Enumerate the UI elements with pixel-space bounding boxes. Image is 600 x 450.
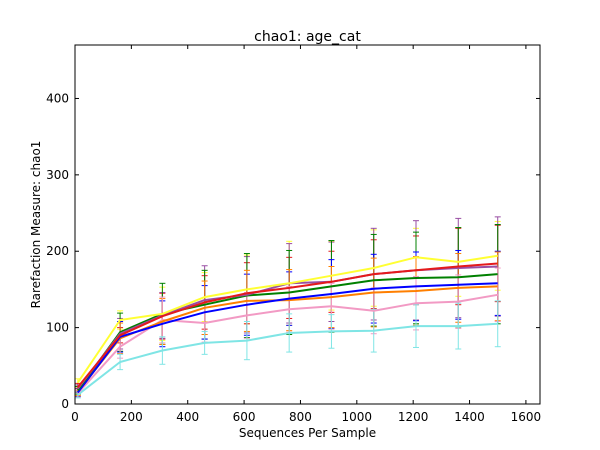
x-tick-label: 1600 — [511, 410, 542, 424]
y-tick-label: 300 — [46, 168, 69, 182]
x-tick-label: 200 — [120, 410, 143, 424]
x-tick-label: 800 — [289, 410, 312, 424]
y-axis: 0 100 200 300 400 — [46, 91, 540, 411]
y-tick-label: 400 — [46, 91, 69, 105]
y-tick-label: 100 — [46, 321, 69, 335]
x-tick-label: 1200 — [398, 410, 429, 424]
series-line-7 — [77, 322, 498, 396]
series-line-6 — [77, 293, 498, 394]
chart-title: chao1: age_cat — [254, 29, 361, 45]
plot-frame — [74, 44, 541, 405]
x-tick-label: 600 — [233, 410, 256, 424]
series-7-error-bars — [74, 300, 501, 399]
x-tick-label: 1000 — [342, 410, 373, 424]
y-axis-label: Rarefaction Measure: chao1 — [29, 141, 43, 309]
x-tick-label: 400 — [176, 410, 199, 424]
y-tick-label: 0 — [61, 397, 69, 411]
x-axis-label: Sequences Per Sample — [239, 426, 376, 440]
x-tick-label: 1400 — [454, 410, 485, 424]
series-line-4 — [77, 282, 498, 394]
series-line-0 — [76, 254, 498, 384]
plot-area — [74, 216, 501, 399]
y-tick-label: 200 — [46, 244, 69, 258]
series-line-3 — [76, 273, 498, 391]
x-tick-label: 0 — [71, 410, 79, 424]
series-0-error-bars — [74, 220, 501, 387]
x-axis: 0 200 400 600 800 1000 1200 1400 1600 — [71, 45, 541, 424]
series-line-1 — [77, 262, 498, 388]
series-2-error-bars — [74, 216, 501, 394]
